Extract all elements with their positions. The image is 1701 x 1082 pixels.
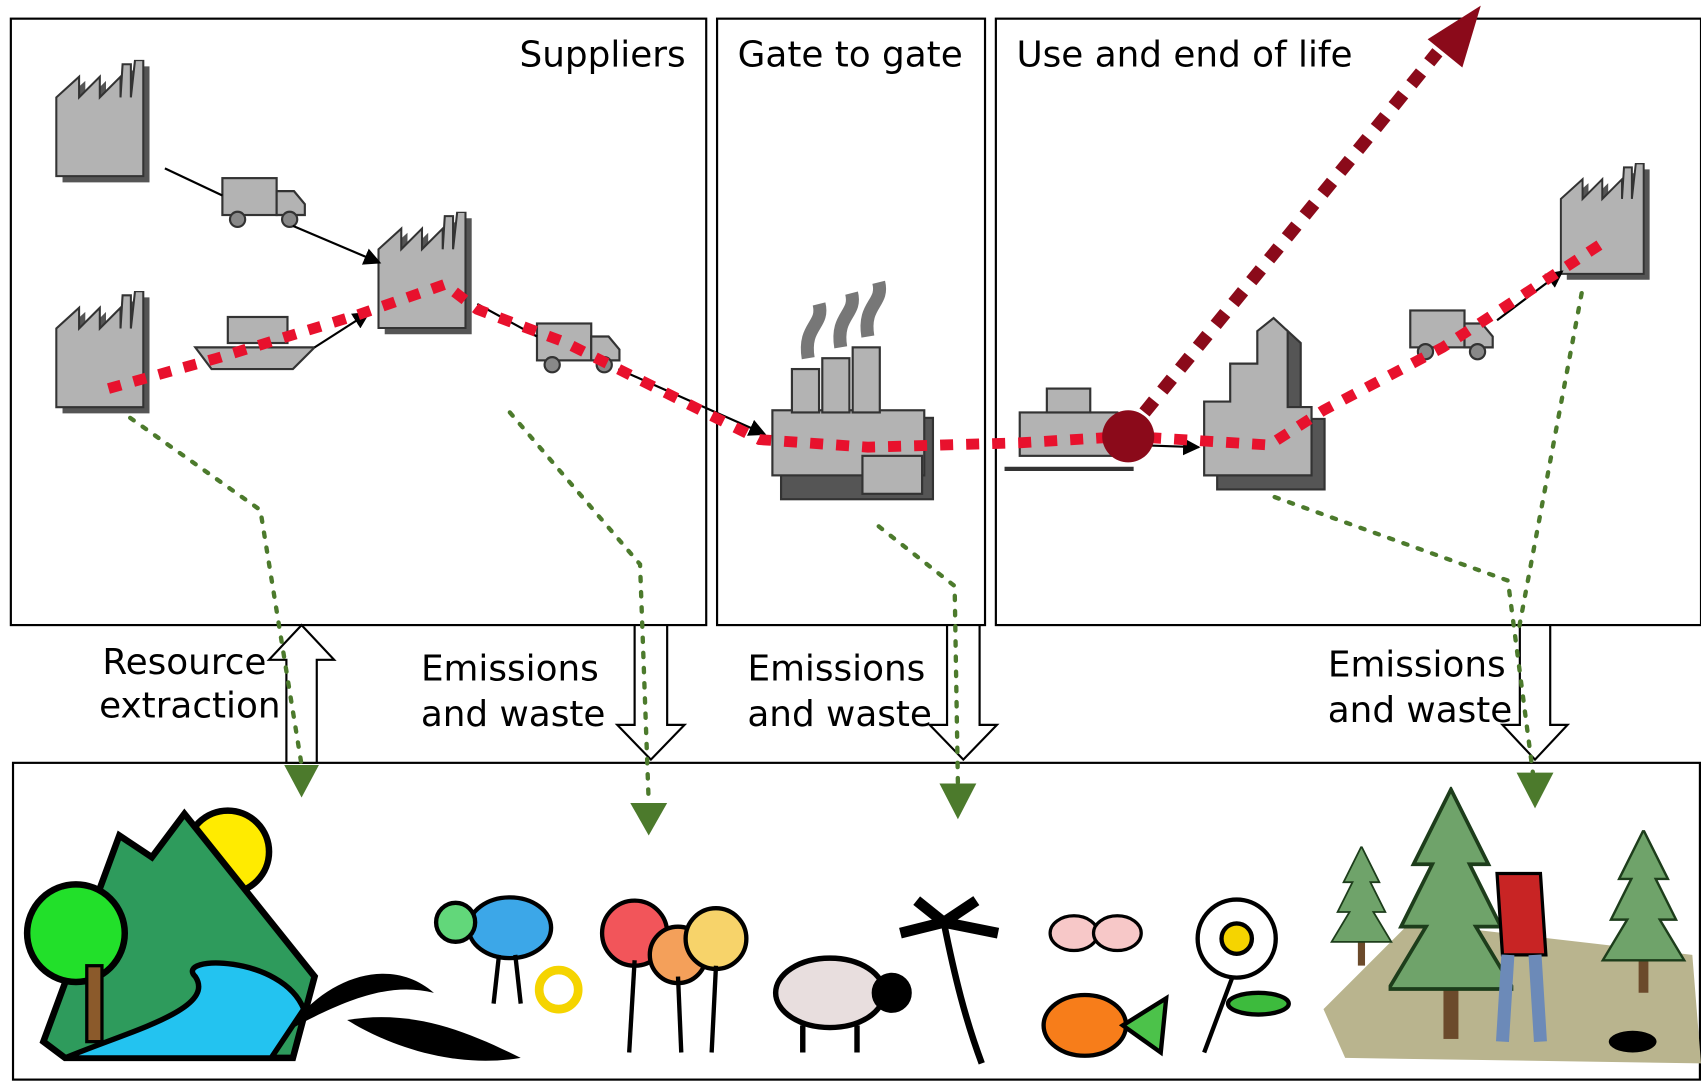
use-box (996, 19, 1701, 625)
section-title: Use and end of life (1016, 35, 1352, 76)
plant (772, 282, 933, 499)
autumn-trees (602, 901, 746, 1053)
daisy (1198, 900, 1289, 1053)
flow-label: and waste (747, 694, 932, 735)
butterfly (1050, 916, 1141, 951)
split-point (1102, 410, 1154, 462)
flow-label: Emissions (747, 649, 925, 690)
flow-label: Emissions (421, 649, 599, 690)
flow-label: and waste (1328, 690, 1513, 731)
flow-label: Resource (102, 642, 266, 683)
landscape (27, 811, 314, 1058)
sheep (776, 958, 909, 1052)
orcas (287, 974, 520, 1061)
bird (436, 897, 551, 1003)
city (1204, 318, 1324, 489)
section-title: Gate to gate (738, 35, 963, 76)
gate-box (717, 19, 985, 625)
flow-label: extraction (99, 686, 280, 727)
section-title: Suppliers (520, 35, 686, 76)
flow-label: Emissions (1328, 644, 1506, 685)
forest (1323, 789, 1701, 1063)
diagram: Suppliers Gate to gate Use and end of li… (0, 0, 1701, 1082)
fish (1044, 995, 1167, 1056)
palm (900, 901, 998, 1064)
flower-sun (539, 970, 578, 1009)
flow-label: and waste (421, 694, 606, 735)
